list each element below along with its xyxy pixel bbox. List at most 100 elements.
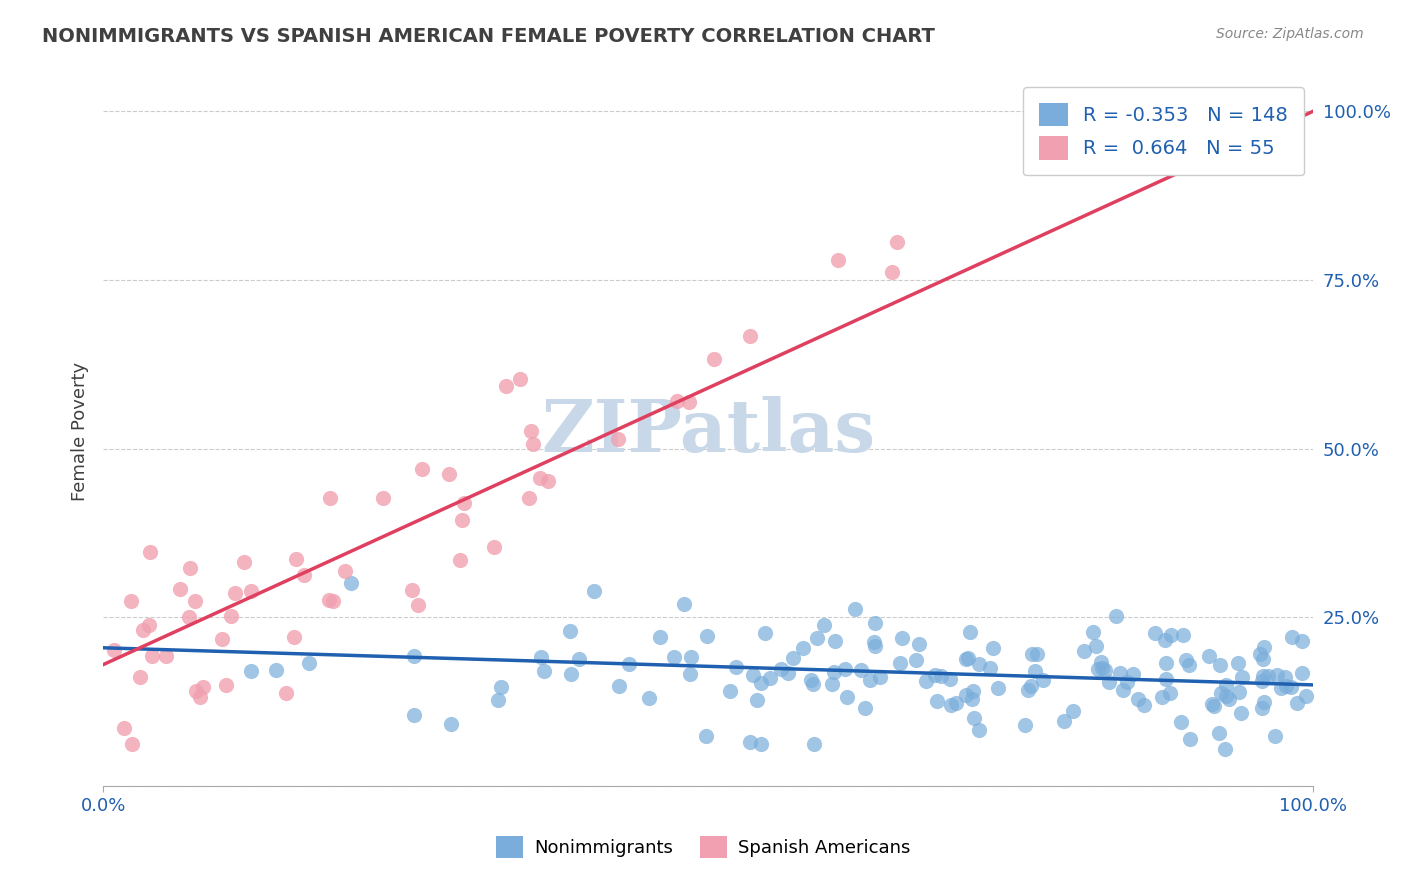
Point bbox=[191, 680, 214, 694]
Point bbox=[776, 665, 799, 680]
Point bbox=[1213, 741, 1236, 756]
Point bbox=[1160, 628, 1182, 642]
Point bbox=[834, 662, 856, 676]
Point bbox=[440, 717, 463, 731]
Point bbox=[1209, 686, 1232, 700]
Point bbox=[1274, 670, 1296, 684]
Point bbox=[1279, 680, 1302, 694]
Point bbox=[1285, 696, 1308, 710]
Point bbox=[891, 631, 914, 645]
Point bbox=[1159, 686, 1181, 700]
Point bbox=[537, 475, 560, 489]
Point bbox=[1227, 685, 1250, 699]
Point bbox=[679, 650, 702, 665]
Point bbox=[1253, 640, 1275, 654]
Point bbox=[662, 649, 685, 664]
Point bbox=[1291, 633, 1313, 648]
Point bbox=[824, 633, 846, 648]
Point bbox=[340, 576, 363, 591]
Point bbox=[450, 513, 472, 527]
Point bbox=[411, 462, 433, 476]
Point bbox=[742, 668, 765, 682]
Point bbox=[233, 555, 256, 569]
Point bbox=[1215, 678, 1237, 692]
Point bbox=[927, 694, 949, 708]
Point bbox=[1154, 672, 1177, 686]
Point bbox=[449, 553, 471, 567]
Point bbox=[740, 735, 762, 749]
Point bbox=[924, 667, 946, 681]
Point bbox=[1108, 665, 1130, 680]
Point bbox=[673, 597, 696, 611]
Point bbox=[695, 729, 717, 743]
Point bbox=[1094, 663, 1116, 677]
Point bbox=[987, 681, 1010, 696]
Point bbox=[529, 471, 551, 485]
Point bbox=[1116, 675, 1139, 690]
Point bbox=[859, 673, 882, 687]
Point bbox=[1253, 695, 1275, 709]
Point bbox=[1105, 609, 1128, 624]
Point bbox=[1198, 648, 1220, 663]
Point bbox=[224, 586, 246, 600]
Point bbox=[298, 656, 321, 670]
Point bbox=[607, 432, 630, 446]
Text: NONIMMIGRANTS VS SPANISH AMERICAN FEMALE POVERTY CORRELATION CHART: NONIMMIGRANTS VS SPANISH AMERICAN FEMALE… bbox=[42, 27, 935, 45]
Point bbox=[782, 651, 804, 665]
Point bbox=[322, 594, 344, 608]
Point bbox=[284, 552, 307, 566]
Point bbox=[908, 637, 931, 651]
Point bbox=[738, 328, 761, 343]
Point bbox=[679, 667, 702, 681]
Point bbox=[188, 690, 211, 704]
Point bbox=[103, 643, 125, 657]
Point bbox=[749, 737, 772, 751]
Point bbox=[939, 698, 962, 712]
Point bbox=[1081, 624, 1104, 639]
Point bbox=[221, 609, 243, 624]
Point bbox=[404, 708, 426, 723]
Point bbox=[1250, 701, 1272, 715]
Point bbox=[530, 650, 553, 665]
Point bbox=[184, 684, 207, 698]
Point bbox=[1032, 673, 1054, 687]
Point bbox=[638, 690, 661, 705]
Point bbox=[813, 618, 835, 632]
Point bbox=[754, 626, 776, 640]
Point bbox=[803, 737, 825, 751]
Point bbox=[533, 664, 555, 678]
Point bbox=[1128, 692, 1150, 706]
Point bbox=[292, 567, 315, 582]
Point bbox=[1112, 682, 1135, 697]
Point bbox=[865, 639, 887, 653]
Point bbox=[129, 670, 152, 684]
Point bbox=[703, 351, 725, 366]
Point bbox=[1154, 656, 1177, 670]
Point bbox=[851, 663, 873, 677]
Point bbox=[1250, 673, 1272, 688]
Point bbox=[749, 675, 772, 690]
Point bbox=[402, 649, 425, 664]
Point bbox=[112, 721, 135, 735]
Text: Source: ZipAtlas.com: Source: ZipAtlas.com bbox=[1216, 27, 1364, 41]
Point bbox=[169, 582, 191, 596]
Legend: R = -0.353   N = 148, R =  0.664   N = 55: R = -0.353 N = 148, R = 0.664 N = 55 bbox=[1024, 87, 1303, 176]
Point bbox=[318, 491, 340, 506]
Point bbox=[759, 671, 782, 685]
Point bbox=[1153, 632, 1175, 647]
Point bbox=[486, 692, 509, 706]
Point bbox=[955, 688, 977, 702]
Point bbox=[1270, 681, 1292, 695]
Point bbox=[401, 582, 423, 597]
Point bbox=[215, 677, 238, 691]
Point bbox=[1175, 653, 1198, 667]
Point bbox=[678, 395, 700, 409]
Point bbox=[800, 673, 823, 687]
Point bbox=[1170, 715, 1192, 730]
Point bbox=[139, 544, 162, 558]
Point bbox=[120, 594, 142, 608]
Point bbox=[1073, 644, 1095, 658]
Point bbox=[211, 632, 233, 646]
Point bbox=[1084, 639, 1107, 653]
Y-axis label: Female Poverty: Female Poverty bbox=[72, 362, 89, 501]
